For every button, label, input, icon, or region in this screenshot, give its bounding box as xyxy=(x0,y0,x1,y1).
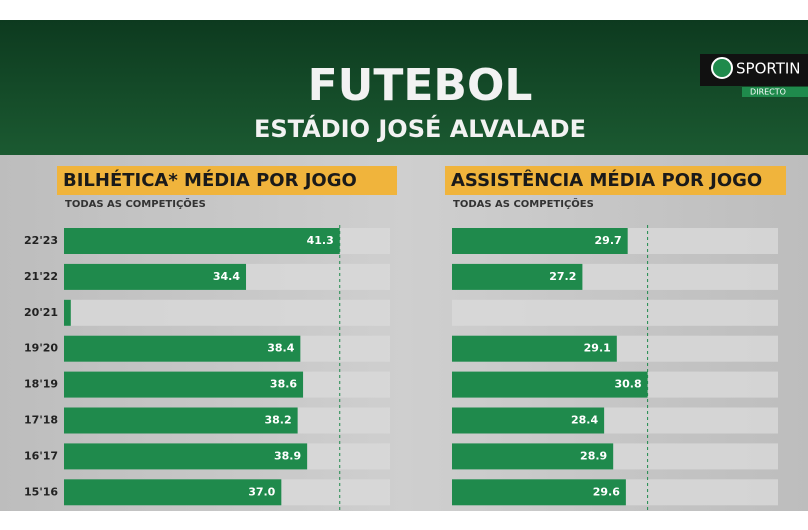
header-bg xyxy=(0,20,808,156)
value-label: 38.2 xyxy=(264,414,291,427)
bar xyxy=(64,443,308,470)
category-label: 17'18 xyxy=(24,414,58,427)
category-label: 15'16 xyxy=(24,485,58,498)
chart-title: ASSISTÊNCIA MÉDIA POR JOGO xyxy=(451,169,762,191)
category-label: 22'23 xyxy=(24,234,58,247)
value-label: 28.4 xyxy=(571,414,598,427)
bar-track xyxy=(64,299,390,326)
category-label: 16'17 xyxy=(24,449,58,462)
value-label: 29.1 xyxy=(584,342,611,355)
bar xyxy=(452,443,614,470)
chart-subtitle: TODAS AS COMPETIÇÕES xyxy=(65,197,206,210)
bar xyxy=(452,263,583,290)
chart-title: BILHÉTICA* MÉDIA POR JOGO xyxy=(63,169,357,191)
bar xyxy=(64,299,71,326)
category-label: 21'22 xyxy=(24,270,58,283)
header-subtitle: ESTÁDIO JOSÉ ALVALADE xyxy=(254,114,586,143)
channel-name: SPORTIN xyxy=(736,60,801,78)
logo-icon xyxy=(711,57,733,79)
bar xyxy=(452,335,617,362)
bar xyxy=(452,407,605,434)
bar-track xyxy=(452,299,778,326)
category-label: 19'20 xyxy=(24,342,58,355)
value-label: 29.7 xyxy=(595,234,622,247)
value-label: 38.9 xyxy=(274,449,301,462)
value-label: 27.2 xyxy=(549,270,576,283)
bar xyxy=(64,479,282,506)
value-label: 30.8 xyxy=(614,378,641,391)
value-label: 28.9 xyxy=(580,449,607,462)
value-label: 37.0 xyxy=(248,485,275,498)
title-box xyxy=(57,166,397,195)
value-label: 38.4 xyxy=(267,342,294,355)
bar xyxy=(64,228,340,254)
bar xyxy=(452,371,648,398)
value-label: 29.6 xyxy=(593,485,620,498)
category-label: 20'21 xyxy=(24,306,58,319)
value-label: 34.4 xyxy=(213,270,240,283)
live-label: DIRECTO xyxy=(750,88,786,97)
bar xyxy=(64,263,247,290)
bar xyxy=(64,371,304,398)
value-label: 41.3 xyxy=(307,234,334,247)
bar xyxy=(452,228,628,254)
category-label: 18'19 xyxy=(24,378,58,391)
value-label: 38.6 xyxy=(270,378,297,391)
bar xyxy=(64,407,298,434)
live-box xyxy=(742,87,808,97)
title-box xyxy=(445,166,786,195)
header-title: FUTEBOL xyxy=(308,60,533,111)
bar xyxy=(64,335,301,362)
bar xyxy=(452,479,626,506)
chart-subtitle: TODAS AS COMPETIÇÕES xyxy=(453,197,594,210)
